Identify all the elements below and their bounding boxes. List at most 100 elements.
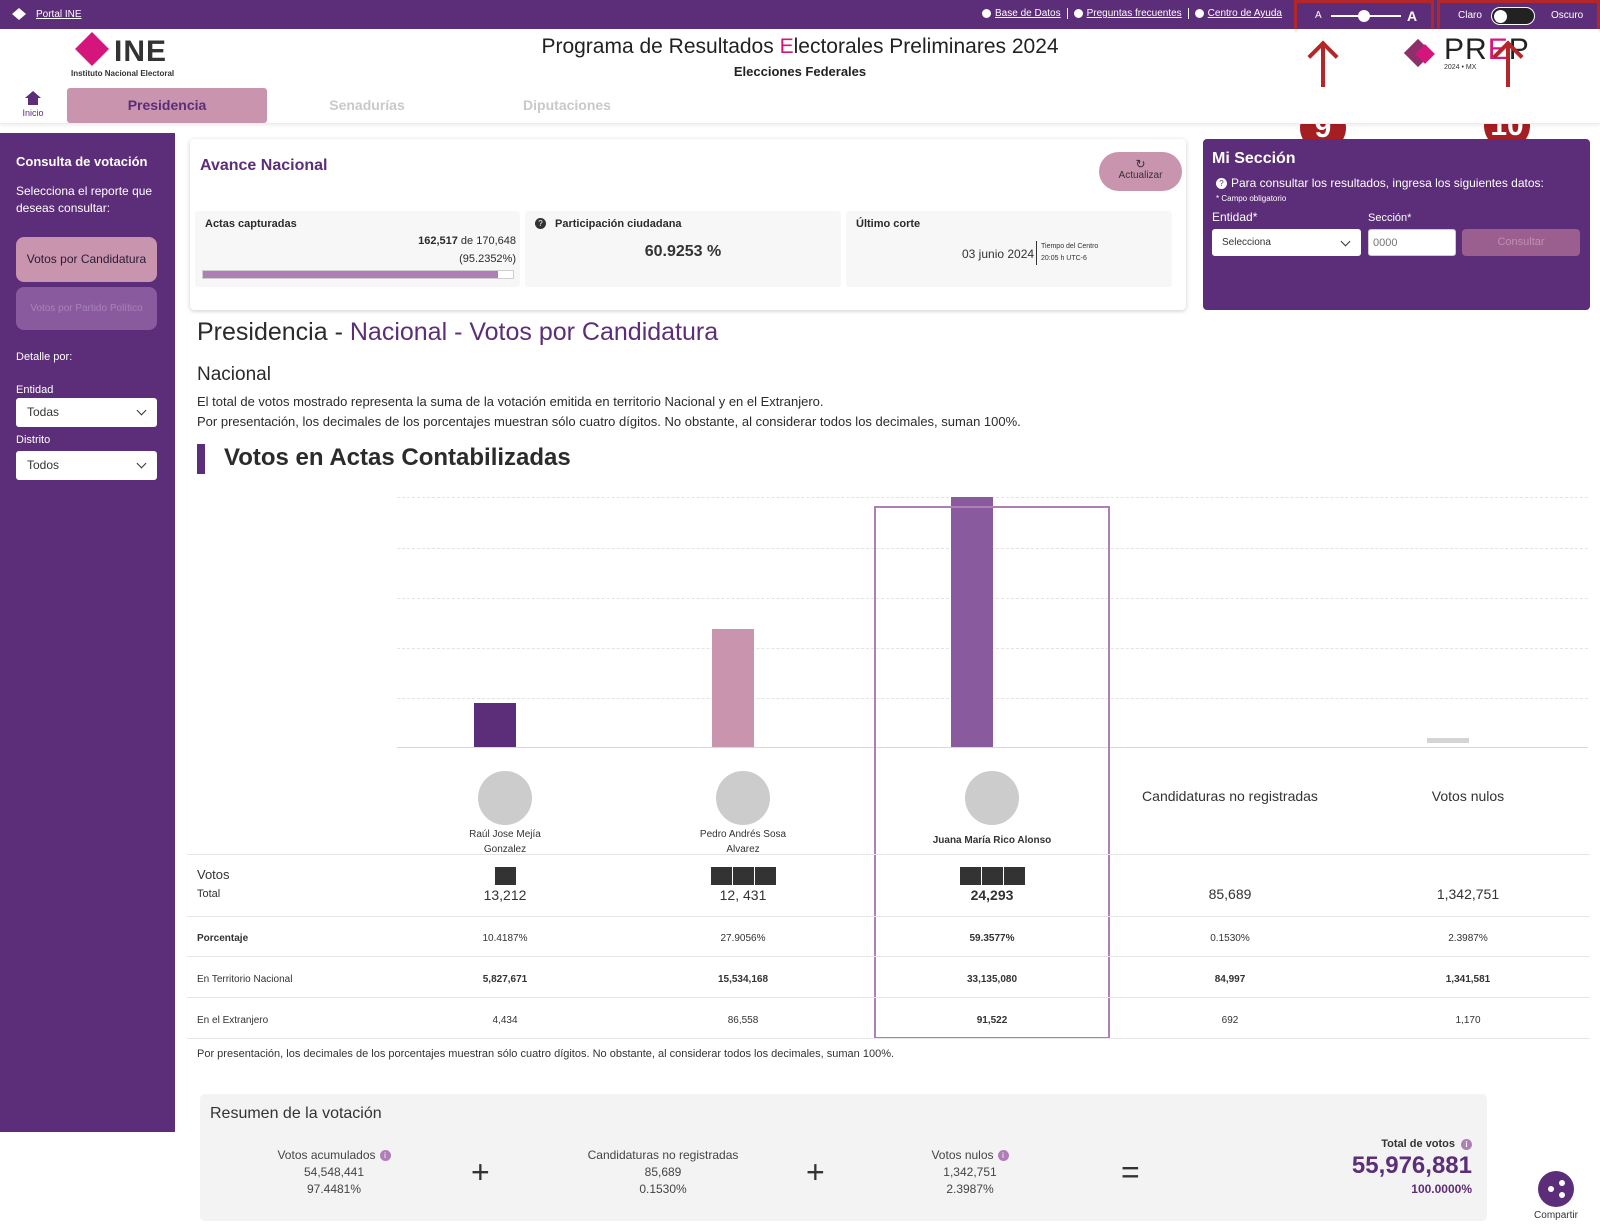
bc-nacional: Nacional xyxy=(349,318,448,346)
prep-logo: PREP 2024 • MX xyxy=(1403,33,1534,75)
mi-entidad-placeholder: Selecciona xyxy=(1222,237,1271,248)
candidate-name: Pedro Andrés Sosa Alvarez xyxy=(643,827,843,857)
nacional-cand-3: 33,135,080 xyxy=(966,974,1018,985)
home-label[interactable]: Inicio xyxy=(22,108,44,118)
font-big-label: A xyxy=(1407,8,1418,24)
total-nulos: 1,342,751 xyxy=(1436,886,1500,902)
resumen-votacion: Resumen de la votación Votos acumulados i… xyxy=(200,1094,1487,1221)
vote-square xyxy=(1003,867,1025,885)
corte-date: 03 junio 2024 xyxy=(962,247,1035,261)
tab-presidencia[interactable]: Presidencia xyxy=(67,88,267,123)
votes-bar-chart xyxy=(397,494,1588,758)
candidate-3-name: Juana María Rico Alonso xyxy=(932,835,1052,846)
row-label-porcentaje: Porcentaje xyxy=(197,933,249,944)
entidad-select[interactable]: Todas xyxy=(16,398,157,427)
bar-2[interactable] xyxy=(712,629,754,747)
compartir-button[interactable]: Compartir xyxy=(1527,1171,1585,1221)
distrito-select-value: Todos xyxy=(27,458,60,472)
mi-seccion-card: Mi Sección ? Para consultar los resultad… xyxy=(1203,139,1590,310)
bc-presidencia: Presidencia - xyxy=(197,318,350,346)
total-no-registradas: 85,689 xyxy=(1208,886,1252,902)
ultimo-corte-panel: Último corte 03 junio 2024 Tiempo del Ce… xyxy=(846,211,1172,287)
font-small-label: A xyxy=(1315,10,1322,21)
total-cand-2: 12, 431 xyxy=(719,887,767,903)
candidate-name: Raúl Jose Mejía Gonzalez xyxy=(405,827,605,857)
bar-5[interactable] xyxy=(1427,738,1469,743)
centro-de-ayuda-label[interactable]: Centro de Ayuda xyxy=(1207,8,1282,19)
vote-square xyxy=(754,867,776,885)
corte-tz-line1: Tiempo del Centro xyxy=(1041,243,1099,250)
tab-senadurias[interactable]: Senadurías xyxy=(329,97,405,113)
vote-square xyxy=(494,867,516,885)
info-icon[interactable]: i xyxy=(997,1150,1009,1162)
portal-ine-link[interactable]: Portal INE xyxy=(12,8,82,20)
section-accent-bar xyxy=(197,444,205,474)
question-icon[interactable]: ? xyxy=(535,218,546,229)
prep-logo-year: 2024 • MX xyxy=(1444,64,1477,71)
candidate-card-2[interactable]: Pedro Andrés Sosa Alvarez xyxy=(643,771,843,857)
consultar-button[interactable]: Consultar xyxy=(1462,229,1580,256)
pct-cand-2: 27.9056% xyxy=(720,933,766,944)
info-icon[interactable]: i xyxy=(379,1150,391,1162)
bar-1[interactable] xyxy=(474,703,516,747)
bar-3[interactable] xyxy=(951,497,993,747)
candidate-card-3[interactable]: Juana María Rico Alonso xyxy=(892,771,1092,848)
entidad-select-value: Todas xyxy=(27,405,60,419)
vote-squares xyxy=(405,867,605,887)
tab-diputaciones[interactable]: Diputaciones xyxy=(523,97,611,113)
main-content: Presidencia - Nacional - Votos por Candi… xyxy=(187,316,1590,1229)
acumulados-value: 54,548,441 xyxy=(303,1165,365,1179)
prep-letter-r: R xyxy=(1465,33,1488,66)
vote-squares xyxy=(643,867,843,887)
extranjero-cand-3: 91,522 xyxy=(976,1015,1008,1026)
actualizar-button[interactable]: ↻ Actualizar xyxy=(1099,152,1182,191)
candidate-card-1[interactable]: Raúl Jose Mejía Gonzalez xyxy=(405,771,605,857)
detalle-label: Detalle por: xyxy=(16,351,73,363)
home-link[interactable]: Inicio xyxy=(18,89,48,118)
mi-entidad-select[interactable]: Selecciona xyxy=(1212,229,1361,256)
avatar xyxy=(478,771,532,825)
centro-de-ayuda-link[interactable]: Centro de Ayuda xyxy=(1189,8,1288,19)
ine-logo-subtitle: Instituto Nacional Electoral xyxy=(71,69,175,78)
total-cand-1: 13,212 xyxy=(483,887,527,903)
total-value: 55,976,881 xyxy=(1351,1152,1472,1179)
acumulados-pct: 97.4481% xyxy=(306,1182,362,1196)
compartir-label: Compartir xyxy=(1534,1210,1578,1221)
seccion-input[interactable] xyxy=(1368,229,1456,256)
sidebar: Consulta de votación Selecciona el repor… xyxy=(0,133,175,1132)
votos-por-candidatura-button[interactable]: Votos por Candidatura xyxy=(16,237,157,282)
distrito-select[interactable]: Todos xyxy=(16,451,157,480)
votos-por-partido-button[interactable]: Votos por Partido Político xyxy=(16,287,157,330)
question-icon: ? xyxy=(1216,177,1227,189)
vote-square xyxy=(959,867,981,885)
question-icon xyxy=(1073,9,1083,18)
preguntas-frecuentes-label[interactable]: Preguntas frecuentes xyxy=(1086,8,1182,19)
prep-letter-e: E xyxy=(1487,33,1509,66)
portal-ine-label[interactable]: Portal INE xyxy=(36,8,82,20)
base-de-datos-link[interactable]: Base de Datos xyxy=(976,8,1068,19)
prep-logo-word: PREP xyxy=(1444,33,1530,67)
nacional-nulos: 1,341,581 xyxy=(1445,974,1491,985)
pct-nulos: 2.3987% xyxy=(1448,933,1488,944)
theme-switch[interactable] xyxy=(1491,7,1535,25)
actas-progress-fill xyxy=(203,271,499,278)
noreg-value: 85,689 xyxy=(644,1165,682,1179)
info-icon[interactable]: i xyxy=(1461,1139,1472,1150)
description-line-2: Por presentación, los decimales de los p… xyxy=(197,414,1021,429)
refresh-icon: ↻ xyxy=(1135,157,1146,171)
noreg-label: Candidaturas no registradas xyxy=(587,1148,739,1162)
scope-heading: Nacional xyxy=(197,364,271,385)
avance-nacional-card: Avance Nacional ↻ Actualizar Actas captu… xyxy=(190,139,1186,310)
row-label-total: Total xyxy=(197,888,221,900)
preguntas-frecuentes-link[interactable]: Preguntas frecuentes xyxy=(1068,8,1189,19)
description-line-1: El total de votos mostrado representa la… xyxy=(197,394,824,409)
actas-numbers: 162,517 de 170,648 (95.2352%) xyxy=(418,232,516,268)
vote-square xyxy=(981,867,1003,885)
base-de-datos-label[interactable]: Base de Datos xyxy=(995,8,1061,19)
row-divider xyxy=(187,1038,1590,1039)
font-size-slider-handle[interactable] xyxy=(1358,10,1370,22)
vote-square xyxy=(710,867,732,885)
title-part-e: E xyxy=(779,35,794,58)
theme-dark-label: Oscuro xyxy=(1551,10,1584,21)
no-registradas-header: Candidaturas no registradas xyxy=(1142,788,1318,804)
